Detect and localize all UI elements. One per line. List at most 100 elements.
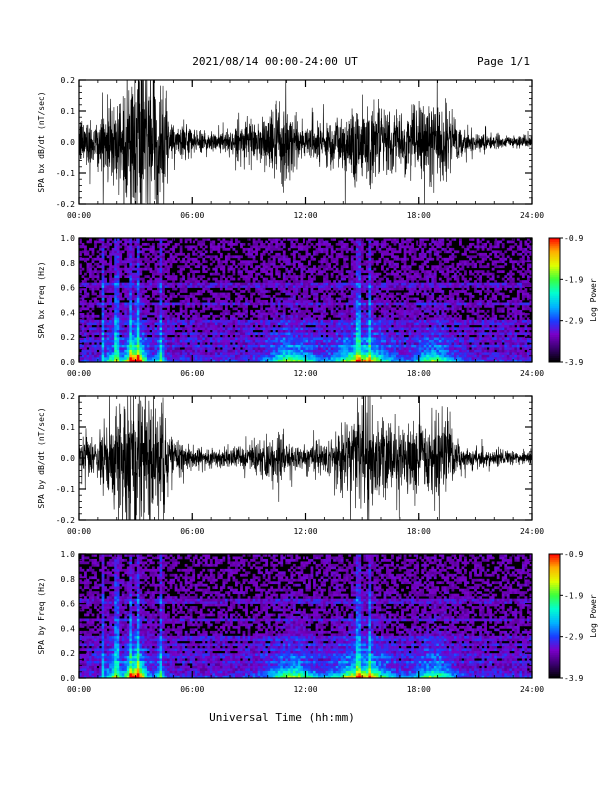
spectrogram-cell [292, 359, 296, 363]
spectrogram-cell [277, 280, 281, 283]
spectrogram-cell [134, 327, 138, 331]
spectrogram-cell [355, 357, 359, 360]
spectrogram-cell [182, 334, 185, 338]
spectrogram-cell [177, 342, 180, 345]
spectrogram-cell [252, 280, 256, 283]
spectrogram-cell [189, 327, 193, 331]
spectrogram-cell [129, 324, 133, 328]
spectrogram-cell [318, 347, 321, 350]
spectrogram-cell [290, 270, 294, 274]
spectrogram-cell [275, 312, 279, 316]
spectrogram-cell [292, 312, 296, 316]
spectrogram-cell [240, 255, 243, 259]
spectrogram-cell [365, 307, 369, 311]
spectrogram-cell [295, 285, 299, 288]
spectrogram-cell [242, 304, 246, 308]
spectrogram-cell [126, 267, 130, 271]
spectrogram-cell [277, 307, 281, 311]
spectrogram-cell [295, 324, 299, 328]
spectrogram-cell [101, 319, 105, 323]
spectrogram-cell [265, 352, 269, 355]
spectrogram-cell [282, 319, 286, 323]
spectrogram-cell [343, 317, 347, 321]
spectrogram-cell [101, 337, 105, 340]
spectrogram-cell [245, 354, 248, 358]
spectrogram-cell [313, 307, 316, 311]
spectrogram-cell [199, 359, 203, 363]
spectrogram-cell [124, 319, 128, 323]
spectrogram-cell [338, 352, 342, 355]
spectrogram-cell [386, 277, 389, 281]
spectrogram-cell [126, 240, 130, 244]
spectrogram-cell [111, 332, 115, 336]
spectrogram-cell [318, 290, 321, 293]
spectrogram-cell [111, 282, 115, 286]
spectrogram-cell [323, 257, 326, 261]
spectrogram-cell [126, 287, 130, 291]
spectrogram-cell [262, 334, 266, 338]
spectrogram-cell [184, 245, 188, 249]
spectrogram-cell [350, 260, 354, 264]
plot-frame [78, 79, 533, 205]
spectrogram-cell [189, 354, 193, 358]
spectrogram-cell [141, 319, 145, 323]
spectrogram-cell [348, 270, 352, 274]
spectrogram-cell [267, 309, 271, 313]
spectrogram-cell [323, 324, 326, 328]
spectrogram-cell [235, 319, 238, 323]
spectrogram-cell [157, 260, 160, 264]
spectrogram-cell [272, 329, 276, 333]
spectrogram-cell [214, 339, 218, 343]
spectrogram-cell [345, 290, 349, 293]
spectrogram-cell [282, 275, 286, 278]
spectrogram-cell [305, 317, 309, 321]
spectrogram-cell [94, 242, 97, 246]
spectrogram-cell [318, 354, 321, 358]
spectrogram-cell [126, 297, 130, 301]
spectrogram-cell [192, 257, 196, 261]
spectrogram-cell [116, 300, 120, 303]
spectrogram-cell [290, 334, 294, 338]
spectrogram-cell [126, 272, 130, 276]
spectrogram-cell [237, 337, 241, 340]
spectrogram-cell [270, 352, 274, 355]
spectrogram-cell [126, 245, 130, 249]
spectrogram-cell [292, 332, 296, 336]
spectrogram-cell [297, 349, 301, 353]
spectrogram-cell [328, 295, 331, 298]
spectrogram-cell [355, 307, 359, 311]
spectrogram-cell [287, 347, 291, 350]
spectrogram-cell [134, 329, 138, 333]
spectrogram-cell [370, 357, 374, 360]
spectrogram-cell [154, 319, 158, 323]
spectrogram-cell [381, 344, 384, 348]
spectrogram-cell [162, 349, 165, 353]
spectrogram-cell [386, 309, 389, 313]
spectrogram-cell [300, 265, 304, 269]
spectrogram-cell [282, 260, 286, 264]
spectrogram-cell [232, 314, 236, 318]
spectrogram-cell [154, 339, 158, 343]
spectrogram-cell [245, 344, 248, 348]
spectrogram-cell [114, 238, 118, 241]
spectrogram-cell [313, 327, 316, 331]
spectrogram-cell [313, 290, 316, 293]
spectrogram-cell [101, 282, 105, 286]
spectrogram-cell [300, 304, 304, 308]
spectrogram-cell [199, 250, 203, 254]
spectrogram-cell [144, 307, 148, 311]
spectrogram-cell [101, 327, 105, 331]
spectrogram-cell [114, 304, 118, 308]
spectrogram-cell [197, 354, 201, 358]
spectrogram-cell [182, 287, 185, 291]
spectrogram-cell [295, 332, 299, 336]
spectrogram-cell [391, 332, 394, 336]
spectrogram-cell [192, 314, 196, 318]
spectrogram-cell [121, 337, 125, 340]
spectrogram-cell [237, 314, 241, 318]
spectrogram-cell [84, 337, 87, 340]
spectrogram-cell [232, 312, 236, 316]
spectrogram-cell [292, 334, 296, 338]
spectrogram-cell [159, 324, 163, 328]
spectrogram-cell [275, 327, 279, 331]
